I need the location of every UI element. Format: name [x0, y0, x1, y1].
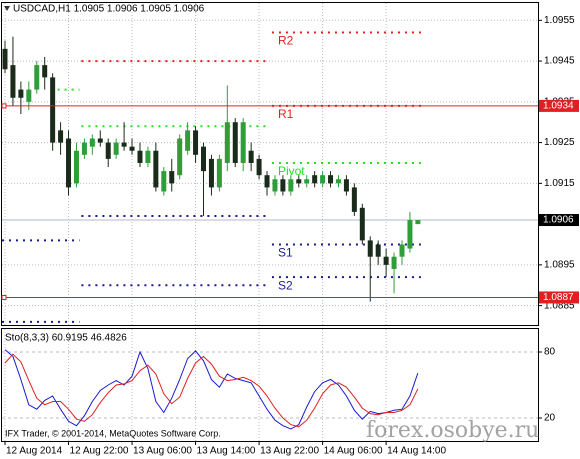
- candle-body: [232, 122, 238, 163]
- candle-body: [137, 150, 143, 163]
- indicator-line: [4, 349, 419, 430]
- candle-body: [10, 65, 16, 98]
- y-tick-label: 1.0945: [544, 56, 575, 67]
- price-label: 1.0934: [543, 101, 574, 112]
- y-tick-label: 1.0955: [544, 15, 575, 26]
- candle-body: [320, 175, 326, 184]
- indicator-title: Sto(8,3,3) 60.9195 46.4826: [5, 333, 127, 344]
- candle-body: [208, 158, 214, 188]
- candle-body: [264, 175, 270, 188]
- chart-title: USDCAD,H1 1.0905 1.0906 1.0905 1.0906: [13, 4, 205, 15]
- candle-body: [42, 65, 48, 78]
- candle-body: [113, 142, 119, 155]
- candle-body: [34, 65, 40, 90]
- candle-body: [216, 158, 222, 188]
- candle-body: [328, 175, 334, 184]
- candle-body: [18, 89, 24, 98]
- candle-body: [304, 179, 310, 184]
- candle-body: [73, 150, 79, 184]
- y-tick-label: 1.0885: [544, 300, 575, 311]
- x-tick-label: 13 Aug 22:00: [260, 446, 319, 457]
- candle-body: [240, 122, 246, 163]
- x-tick-label: 13 Aug 14:00: [197, 446, 256, 457]
- price-label-box: [539, 99, 579, 112]
- pivot-label: R1: [278, 107, 294, 121]
- x-tick-label: 13 Aug 06:00: [133, 446, 192, 457]
- hline-anchor: [1, 294, 7, 300]
- candle-body: [97, 138, 103, 143]
- candle-body: [185, 130, 191, 151]
- candle-body: [296, 179, 302, 184]
- candle-body: [248, 150, 254, 163]
- candle-body: [351, 187, 357, 212]
- candle-body: [169, 171, 175, 184]
- candle-body: [89, 138, 95, 147]
- candle-body: [81, 142, 87, 155]
- x-tick-label: 14 Aug 06:00: [324, 446, 383, 457]
- candle-body: [288, 179, 294, 192]
- candle-body: [153, 150, 159, 188]
- y-tick-label: 80: [544, 347, 556, 358]
- x-tick-label: 14 Aug 14:00: [387, 446, 446, 457]
- candle-body: [121, 142, 127, 147]
- candle-body: [2, 48, 8, 70]
- candle-body: [359, 207, 365, 241]
- candle-body: [177, 138, 183, 176]
- candle-body: [312, 175, 318, 184]
- candle-body: [415, 220, 421, 225]
- main-frame: [1, 2, 539, 326]
- candle-body: [50, 77, 56, 143]
- hline-anchor: [1, 103, 7, 109]
- candle-body: [201, 146, 206, 172]
- candle-body: [66, 138, 72, 188]
- price-label: 1.0887: [543, 292, 574, 303]
- pivot-label: Pivot: [278, 164, 305, 178]
- y-tick-label: 20: [544, 413, 556, 424]
- y-tick-label: 1.0895: [544, 260, 575, 271]
- indicator-line: [4, 353, 419, 428]
- candle-body: [58, 130, 64, 143]
- candle-body: [367, 240, 373, 257]
- x-tick-label: 12 Aug 22:00: [70, 446, 129, 457]
- sub-frame: [1, 328, 539, 442]
- candle-body: [280, 179, 286, 192]
- candle-body: [335, 179, 341, 184]
- price-label-box: [539, 291, 579, 304]
- candle-body: [343, 179, 349, 192]
- y-tick-label: 1.0915: [544, 178, 575, 189]
- candle-body: [145, 150, 151, 163]
- current-price-label: 1.0906: [543, 215, 574, 226]
- candle-body: [383, 256, 389, 265]
- candle-body: [26, 89, 32, 102]
- pivot-label: R2: [278, 34, 294, 48]
- pivot-label: S2: [278, 278, 293, 292]
- candle-body: [407, 220, 413, 249]
- candle-body: [256, 158, 262, 176]
- candle-body: [272, 179, 278, 192]
- title-icon: [4, 6, 10, 11]
- candle-body: [161, 171, 167, 192]
- pivot-label: S1: [278, 246, 293, 260]
- candle-body: [224, 122, 230, 163]
- watermark: forex.osobye.ru: [366, 418, 539, 443]
- copyright: IFX Trader, © 2001-2014, MetaQuotes Soft…: [5, 428, 221, 438]
- candle-body: [375, 244, 381, 257]
- y-tick-label: 1.0925: [544, 137, 575, 148]
- candle-body: [105, 142, 111, 159]
- candle-body: [391, 256, 397, 269]
- price-label-box: [539, 214, 579, 227]
- candle-body: [193, 130, 199, 155]
- candle-body: [399, 244, 405, 257]
- x-tick-label: 12 Aug 2014: [6, 446, 63, 457]
- candle-body: [129, 146, 135, 151]
